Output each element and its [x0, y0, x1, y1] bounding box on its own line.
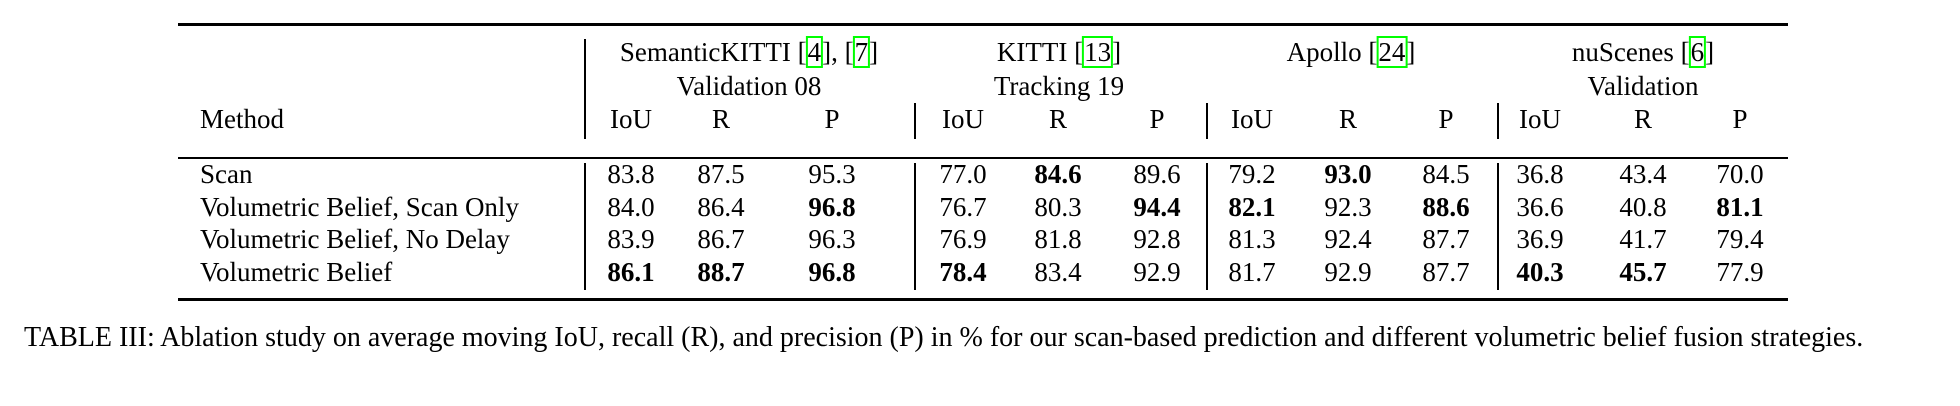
table-cell: 40.3 — [1516, 257, 1564, 287]
method-column-header: Method — [200, 104, 284, 134]
table-cell: 93.0 — [1324, 159, 1372, 189]
metric-column-header: P — [824, 104, 840, 134]
table-cell: 76.9 — [939, 224, 987, 254]
table-cell: 81.1 — [1716, 192, 1764, 222]
table-cell: 83.4 — [1034, 257, 1082, 287]
group-header-nuscenes: nuScenes [6] — [1571, 36, 1715, 68]
header-rule — [178, 157, 1788, 159]
group-header-kitti: KITTI [13] — [996, 36, 1122, 68]
metric-column-header: R — [1338, 104, 1358, 134]
table-cell: 94.4 — [1133, 192, 1181, 222]
table-cell: 88.7 — [697, 257, 745, 287]
metric-column-header: R — [1633, 104, 1653, 134]
table-cell: 43.4 — [1619, 159, 1667, 189]
table-cell: 81.8 — [1034, 224, 1082, 254]
table-cell: 87.7 — [1422, 224, 1470, 254]
table-caption: TABLE III: Ablation study on average mov… — [24, 322, 1864, 353]
table-cell: 95.3 — [808, 159, 856, 189]
table-cell: 83.9 — [607, 224, 655, 254]
group-split-kitti: Tracking 19 — [993, 71, 1125, 101]
citation-link[interactable]: 24 — [1376, 36, 1408, 68]
group-split-nuscenes: Validation — [1587, 71, 1699, 101]
table-cell: 96.8 — [808, 192, 856, 222]
metric-column-header: IoU — [610, 104, 652, 134]
group-header-semantickitti: SemanticKITTI [4], [7] — [619, 36, 879, 68]
row-method-label: Volumetric Belief, No Delay — [200, 224, 510, 254]
row-method-label: Volumetric Belief, Scan Only — [200, 192, 519, 222]
table-cell: 80.3 — [1034, 192, 1082, 222]
table-cell: 86.4 — [697, 192, 745, 222]
table-cell: 83.8 — [607, 159, 655, 189]
table-cell: 77.9 — [1716, 257, 1764, 287]
table-cell: 70.0 — [1716, 159, 1764, 189]
table-cell: 84.0 — [607, 192, 655, 222]
table-cell: 40.8 — [1619, 192, 1667, 222]
table-cell: 87.5 — [697, 159, 745, 189]
citation-link[interactable]: 4 — [805, 36, 824, 68]
table-cell: 36.8 — [1516, 159, 1564, 189]
table-cell: 36.6 — [1516, 192, 1564, 222]
group-separator-1-body — [584, 163, 586, 290]
table-cell: 81.3 — [1228, 224, 1276, 254]
row-method-label: Volumetric Belief — [200, 257, 393, 287]
table-cell: 86.7 — [697, 224, 745, 254]
group-separator-4 — [1497, 103, 1499, 139]
metric-column-header: IoU — [1231, 104, 1273, 134]
group-separator-4-body — [1497, 163, 1499, 290]
table-cell: 92.9 — [1133, 257, 1181, 287]
table-cell: 36.9 — [1516, 224, 1564, 254]
citation-link[interactable]: 6 — [1688, 36, 1707, 68]
group-separator-2 — [914, 103, 916, 139]
group-header-apollo: Apollo [24] — [1286, 36, 1416, 68]
citation-link[interactable]: 7 — [852, 36, 871, 68]
metric-column-header: R — [711, 104, 731, 134]
metric-column-header: P — [1732, 104, 1748, 134]
table-cell: 88.6 — [1422, 192, 1470, 222]
table-cell: 96.3 — [808, 224, 856, 254]
table-cell: 84.6 — [1034, 159, 1082, 189]
table-cell: 82.1 — [1228, 192, 1276, 222]
table-cell: 92.3 — [1324, 192, 1372, 222]
table-cell: 96.8 — [808, 257, 856, 287]
metric-column-header: IoU — [1519, 104, 1561, 134]
table-cell: 45.7 — [1619, 257, 1667, 287]
metric-column-header: R — [1048, 104, 1068, 134]
citation-link[interactable]: 13 — [1082, 36, 1114, 68]
table-cell: 79.2 — [1228, 159, 1276, 189]
metric-column-header: IoU — [942, 104, 984, 134]
table-cell: 84.5 — [1422, 159, 1470, 189]
table-cell: 89.6 — [1133, 159, 1181, 189]
group-separator-1 — [584, 39, 586, 139]
table-cell: 92.4 — [1324, 224, 1372, 254]
group-separator-3-body — [1206, 163, 1208, 290]
table-cell: 78.4 — [939, 257, 987, 287]
top-rule — [178, 23, 1788, 26]
table-cell: 81.7 — [1228, 257, 1276, 287]
table-cell: 76.7 — [939, 192, 987, 222]
bottom-rule — [178, 298, 1788, 301]
group-separator-3 — [1206, 103, 1208, 139]
row-method-label: Scan — [200, 159, 253, 189]
table-cell: 79.4 — [1716, 224, 1764, 254]
table-cell: 41.7 — [1619, 224, 1667, 254]
group-separator-2-body — [914, 163, 916, 290]
table-cell: 86.1 — [607, 257, 655, 287]
table-cell: 92.9 — [1324, 257, 1372, 287]
table-cell: 77.0 — [939, 159, 987, 189]
metric-column-header: P — [1149, 104, 1165, 134]
table-cell: 87.7 — [1422, 257, 1470, 287]
metric-column-header: P — [1438, 104, 1454, 134]
group-split-semantickitti: Validation 08 — [676, 71, 822, 101]
table-cell: 92.8 — [1133, 224, 1181, 254]
